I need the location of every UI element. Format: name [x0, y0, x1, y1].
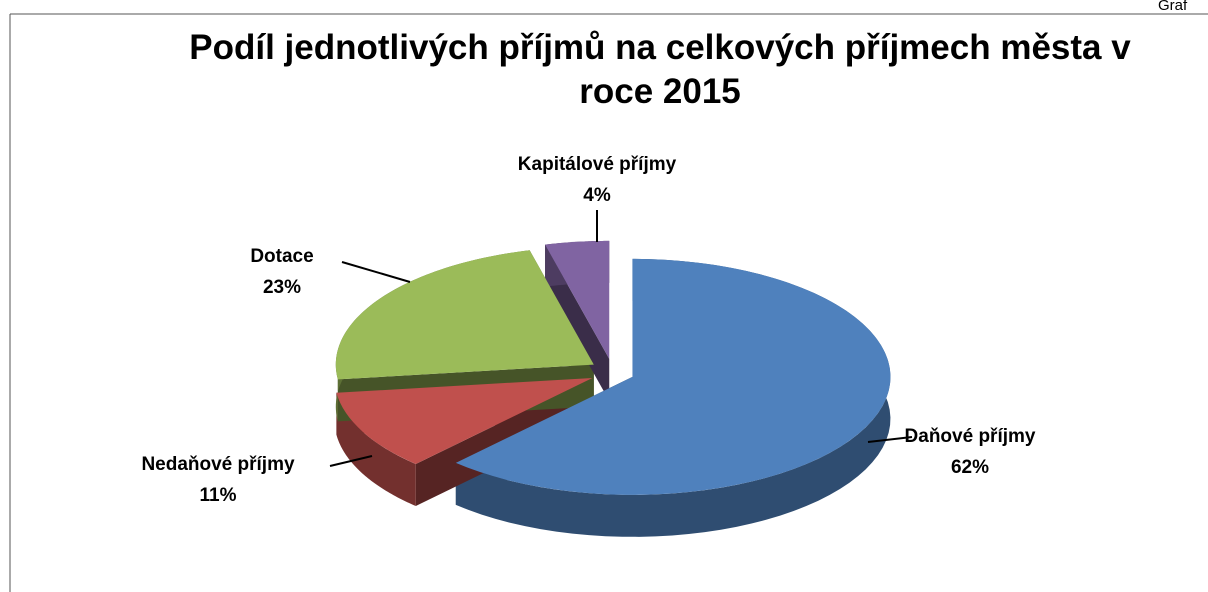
data-label-name: Dotace — [250, 246, 313, 267]
data-label-value: 23% — [263, 277, 301, 298]
data-label-value: 11% — [200, 485, 237, 506]
data-label-name: Daňové příjmy — [905, 426, 1036, 447]
chart-title: Podíl jednotlivých příjmů na celkových p… — [189, 28, 1131, 111]
data-label-name: Nedaňové příjmy — [141, 454, 295, 475]
leader-line — [329, 455, 373, 467]
data-label-value: 62% — [951, 457, 989, 478]
slice — [335, 250, 594, 380]
leader-line — [867, 436, 913, 443]
data-label-name: Kapitálové příjmy — [518, 154, 677, 175]
slice — [336, 377, 593, 465]
slice — [545, 240, 610, 359]
slice-side — [455, 258, 891, 537]
data-label-value: 4% — [583, 185, 611, 206]
corner-label: Graf — [1158, 0, 1188, 14]
slice-side — [336, 392, 416, 507]
slice — [455, 258, 891, 495]
leader-line — [341, 261, 411, 283]
